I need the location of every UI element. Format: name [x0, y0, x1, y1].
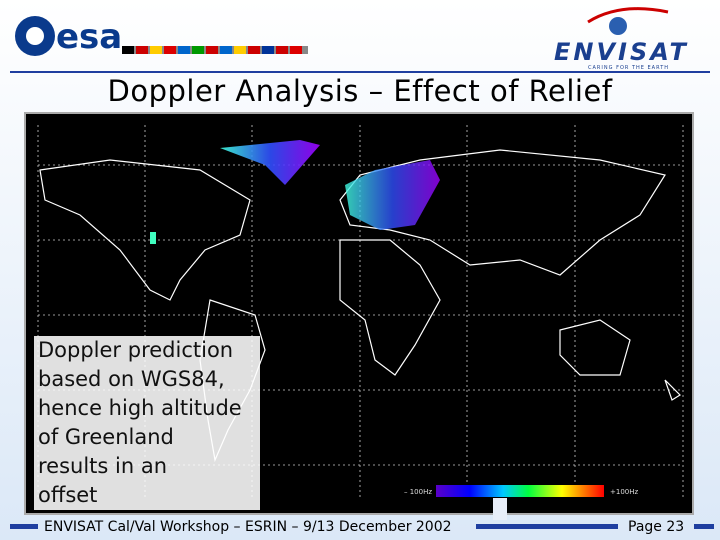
logo-text: esa	[56, 17, 122, 57]
annotation-line: Doppler prediction	[38, 338, 234, 362]
annotation-line: hence high altitude	[38, 396, 242, 420]
colorbar	[436, 485, 604, 497]
esa-logo-mark	[26, 27, 44, 45]
envisat-globe	[609, 17, 627, 35]
footer-rule	[10, 524, 38, 529]
annotation-line: offset	[38, 483, 98, 507]
annotation-line: based on WGS84,	[38, 367, 225, 391]
annotation-line: results in an	[38, 454, 168, 478]
annotation: Doppler prediction based on WGS84, hence h…	[34, 336, 260, 510]
page-number: Page 23	[628, 519, 685, 535]
footer-rule	[476, 524, 618, 529]
doppler-anomaly	[150, 140, 440, 244]
footer-tab	[493, 498, 507, 520]
tagline: CARING FOR THE EARTH	[588, 65, 669, 71]
colorbar-max-label: +100Hz	[610, 488, 638, 496]
envisat-swoosh	[587, 7, 669, 24]
footer-text: ENVISAT Cal/Val Workshop – ESRIN – 9/13 …	[44, 519, 452, 535]
slide-title: Doppler Analysis – Effect of Relief	[107, 74, 613, 108]
mission-name: ENVISAT	[554, 38, 689, 66]
annotation-line: of Greenland	[38, 425, 174, 449]
flags	[122, 46, 308, 54]
footer-rule	[694, 524, 714, 529]
colorbar-min-label: – 100Hz	[404, 488, 432, 496]
